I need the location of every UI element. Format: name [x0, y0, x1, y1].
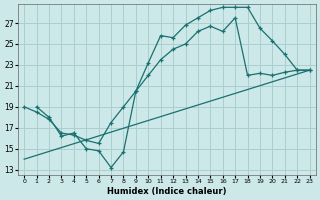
X-axis label: Humidex (Indice chaleur): Humidex (Indice chaleur) — [107, 187, 227, 196]
